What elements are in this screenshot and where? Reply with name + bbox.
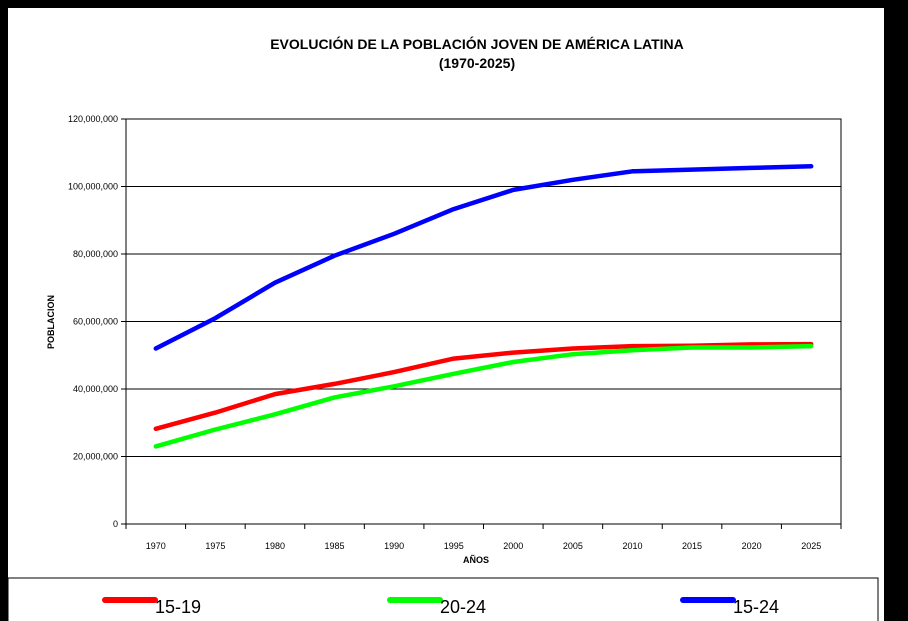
- x-tick-label: 2015: [682, 541, 702, 551]
- y-axis-ticks: 0 20,000,000 40,000,000 60,000,000 80,000,00…: [68, 114, 126, 529]
- y-tick-label: 60,000,000: [73, 317, 118, 327]
- series-lines: [153, 164, 814, 449]
- x-axis-ticks: 1970 1975 1980 1985 1990 1995 2000 2005 2010 2015…: [125, 524, 842, 551]
- legend-label-20-24: 20-24: [440, 597, 486, 617]
- series-line-20-24: [153, 343, 814, 449]
- series-line-15-19: [153, 341, 814, 432]
- legend: 15-19 20-24 15-24: [102, 597, 779, 617]
- chart-subtitle: (1970-2025): [439, 55, 515, 71]
- x-tick-label: 2005: [563, 541, 583, 551]
- chart-title: EVOLUCIÓN DE LA POBLACIÓN JOVEN DE AMÉRI…: [270, 35, 684, 52]
- x-tick-label: 1995: [444, 541, 464, 551]
- line-chart: EVOLUCIÓN DE LA POBLACIÓN JOVEN DE AMÉRI…: [8, 35, 879, 621]
- x-tick-label: 1985: [325, 541, 345, 551]
- x-tick-label: 1980: [265, 541, 285, 551]
- y-tick-label: 20,000,000: [73, 452, 118, 462]
- y-axis-title: POBLACION: [46, 295, 56, 349]
- legend-label-15-24: 15-24: [733, 597, 779, 617]
- x-tick-label: 1970: [146, 541, 166, 551]
- y-tick-label: 120,000,000: [68, 114, 118, 124]
- chart-frame: EVOLUCIÓN DE LA POBLACIÓN JOVEN DE AMÉRI…: [8, 8, 884, 621]
- x-tick-label: 2020: [742, 541, 762, 551]
- y-tick-label: 80,000,000: [73, 249, 118, 259]
- x-axis-title: AÑOS: [463, 555, 489, 565]
- y-tick-label: 0: [113, 519, 118, 529]
- y-tick-label: 40,000,000: [73, 384, 118, 394]
- x-tick-label: 2025: [801, 541, 821, 551]
- series-line-15-24: [153, 164, 814, 351]
- x-tick-label: 1990: [384, 541, 404, 551]
- x-tick-label: 2000: [503, 541, 523, 551]
- x-tick-label: 1975: [205, 541, 225, 551]
- legend-label-15-19: 15-19: [155, 597, 201, 617]
- y-tick-label: 100,000,000: [68, 182, 118, 192]
- gridlines: [126, 186, 841, 457]
- x-tick-label: 2010: [622, 541, 642, 551]
